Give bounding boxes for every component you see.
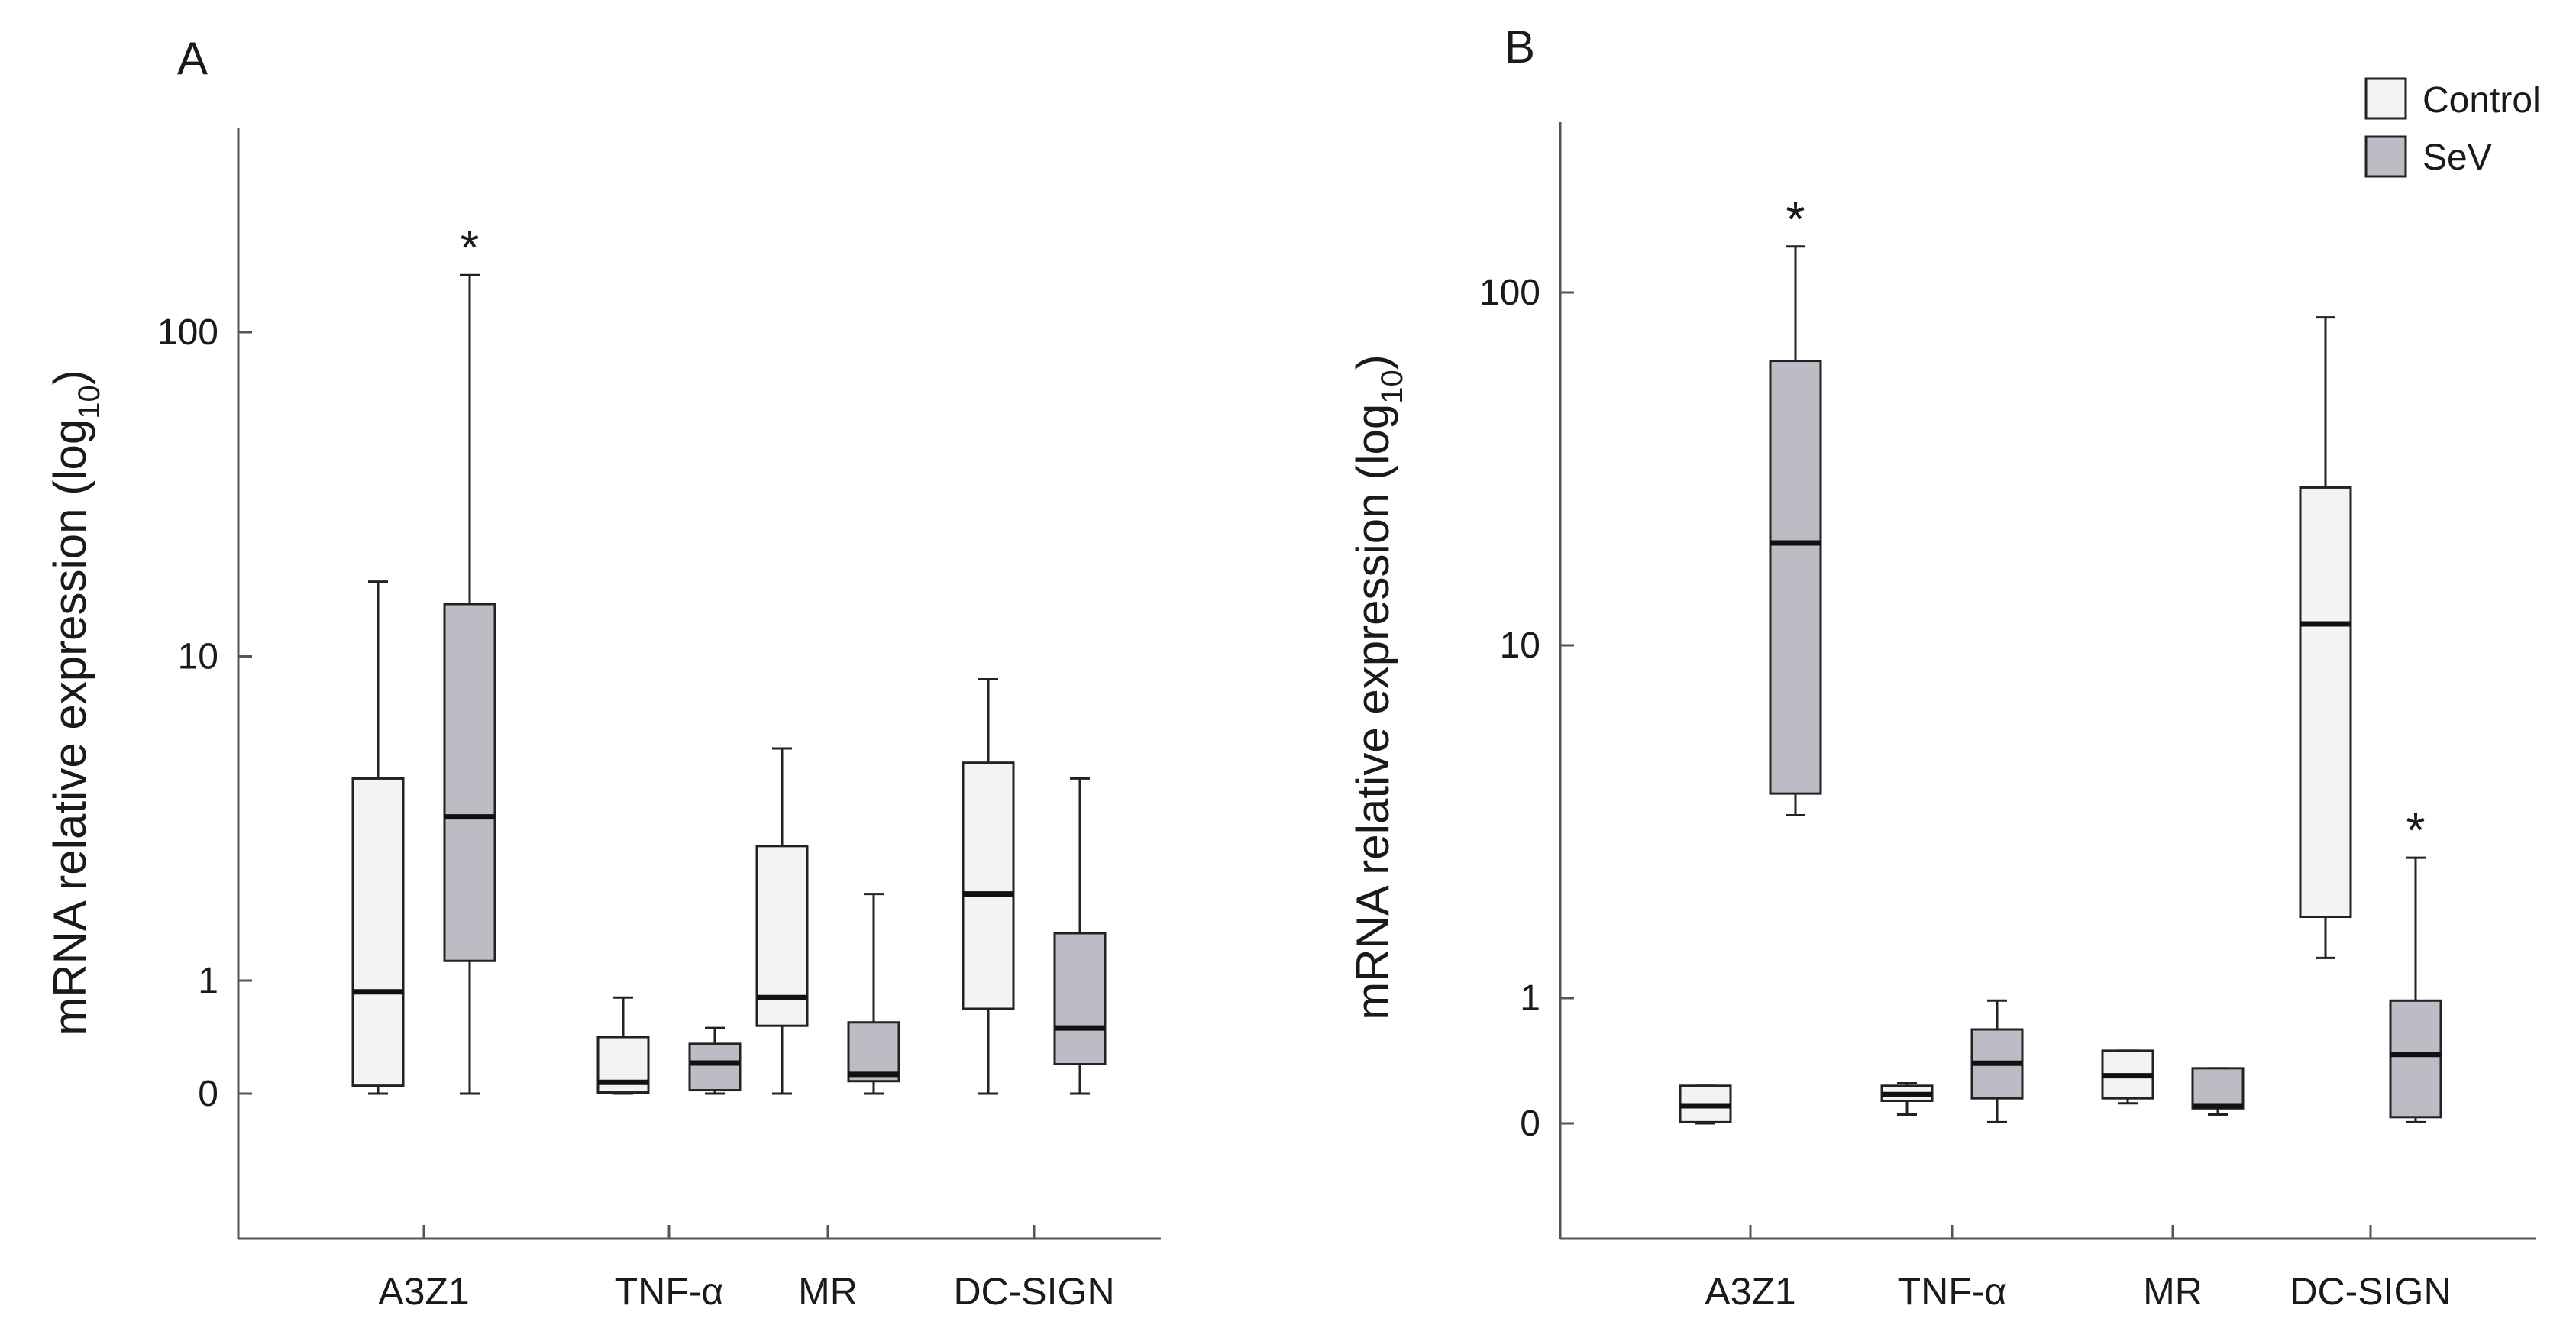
box-control-a3z1 (1679, 1084, 1732, 1125)
y-ticks: 0 1 10 100 (1479, 273, 1574, 1144)
panel-b: B mRNA relative expression (log10) 01101… (1347, 21, 2536, 1313)
legend: Control SeV (2364, 77, 2541, 178)
legend-swatch-control (2364, 77, 2407, 120)
box-control-a3z1 (351, 580, 405, 1095)
box-control-mr (755, 747, 809, 1095)
box-control-tnf (1880, 1082, 1934, 1117)
panel-label: B (1505, 21, 1535, 73)
box-sev-mr (2191, 1067, 2245, 1117)
significance-marker: * (461, 220, 480, 275)
iqr-box (443, 603, 496, 962)
y-axis-label: mRNA relative expression (log10) (1347, 354, 1409, 1020)
significance-marker: * (1786, 192, 1805, 247)
panel-label: A (177, 33, 208, 84)
iqr-box (688, 1042, 742, 1092)
legend-swatch-sev (2364, 135, 2407, 178)
iqr-box (962, 761, 1015, 1010)
y-axis-label-close: ) (1347, 354, 1398, 370)
y-tick-label: 100 (157, 312, 218, 353)
box-sev-tnf (688, 1026, 742, 1095)
y-tick-label: 0 (198, 1074, 218, 1114)
y-axis-label: mRNA relative expression (log10) (44, 370, 106, 1035)
legend-entry-control: Control (2364, 77, 2541, 121)
iqr-box (2389, 999, 2442, 1119)
x-tick-label-dc-sign: DC-SIGN (953, 1270, 1114, 1313)
significance-marker: * (2406, 803, 2426, 858)
box-sev-dc-sign: * (2389, 803, 2442, 1123)
panel-a: A mRNA relative expression (log10) 01101… (44, 33, 1161, 1313)
box-control-dc-sign (962, 677, 1015, 1095)
y-tick-label: 0 (1520, 1104, 1540, 1144)
y-axis-label-text: mRNA relative expression (log (1347, 404, 1398, 1020)
box-sev-a3z1: * (443, 220, 496, 1095)
y-tick-label: 10 (178, 637, 218, 677)
y-axis-label-subscript: 10 (73, 385, 106, 419)
y-tick-label: 100 (1479, 273, 1540, 313)
x-tick-label-mr: MR (2143, 1270, 2203, 1313)
x-ticks: A3Z1 TNF-α MR DC-SIGN (378, 1225, 1115, 1313)
x-tick-label-tnf: TNF-α (615, 1270, 724, 1313)
box-control-mr (2101, 1049, 2154, 1105)
iqr-box (1053, 932, 1107, 1066)
x-tick-label-dc-sign: DC-SIGN (2290, 1270, 2451, 1313)
y-tick-label: 10 (1500, 625, 1540, 666)
y-tick-label: 1 (1520, 978, 1540, 1019)
iqr-box (1769, 360, 1822, 795)
x-tick-label-tnf: TNF-α (1898, 1270, 2007, 1313)
x-ticks: A3Z1 TNF-α MR DC-SIGN (1705, 1225, 2452, 1313)
x-tick-label-a3z1: A3Z1 (378, 1270, 470, 1313)
x-tick-label-mr: MR (798, 1270, 858, 1313)
box-plots: ** (1679, 192, 2442, 1125)
box-control-dc-sign (2299, 316, 2352, 959)
box-sev-mr (847, 893, 900, 1095)
y-axis-label-close: ) (44, 370, 95, 385)
iqr-box (2191, 1067, 2245, 1110)
legend-label-control: Control (2422, 80, 2541, 121)
box-sev-a3z1: * (1769, 192, 1822, 816)
box-control-tnf (596, 996, 650, 1095)
y-tick-label: 1 (198, 961, 218, 1001)
iqr-box (2299, 486, 2352, 919)
box-sev-dc-sign (1053, 777, 1107, 1095)
box-plots: * (351, 220, 1107, 1095)
x-tick-label-a3z1: A3Z1 (1705, 1270, 1796, 1313)
y-axis-label-subscript: 10 (1375, 370, 1409, 404)
y-axis-label-text: mRNA relative expression (log (44, 419, 95, 1036)
iqr-box (847, 1021, 900, 1083)
legend-entry-sev: SeV (2364, 135, 2492, 178)
y-ticks: 0 1 10 100 (157, 312, 252, 1114)
legend-label-sev: SeV (2422, 137, 2492, 178)
box-sev-tnf (1970, 999, 2024, 1123)
iqr-box (351, 777, 405, 1087)
